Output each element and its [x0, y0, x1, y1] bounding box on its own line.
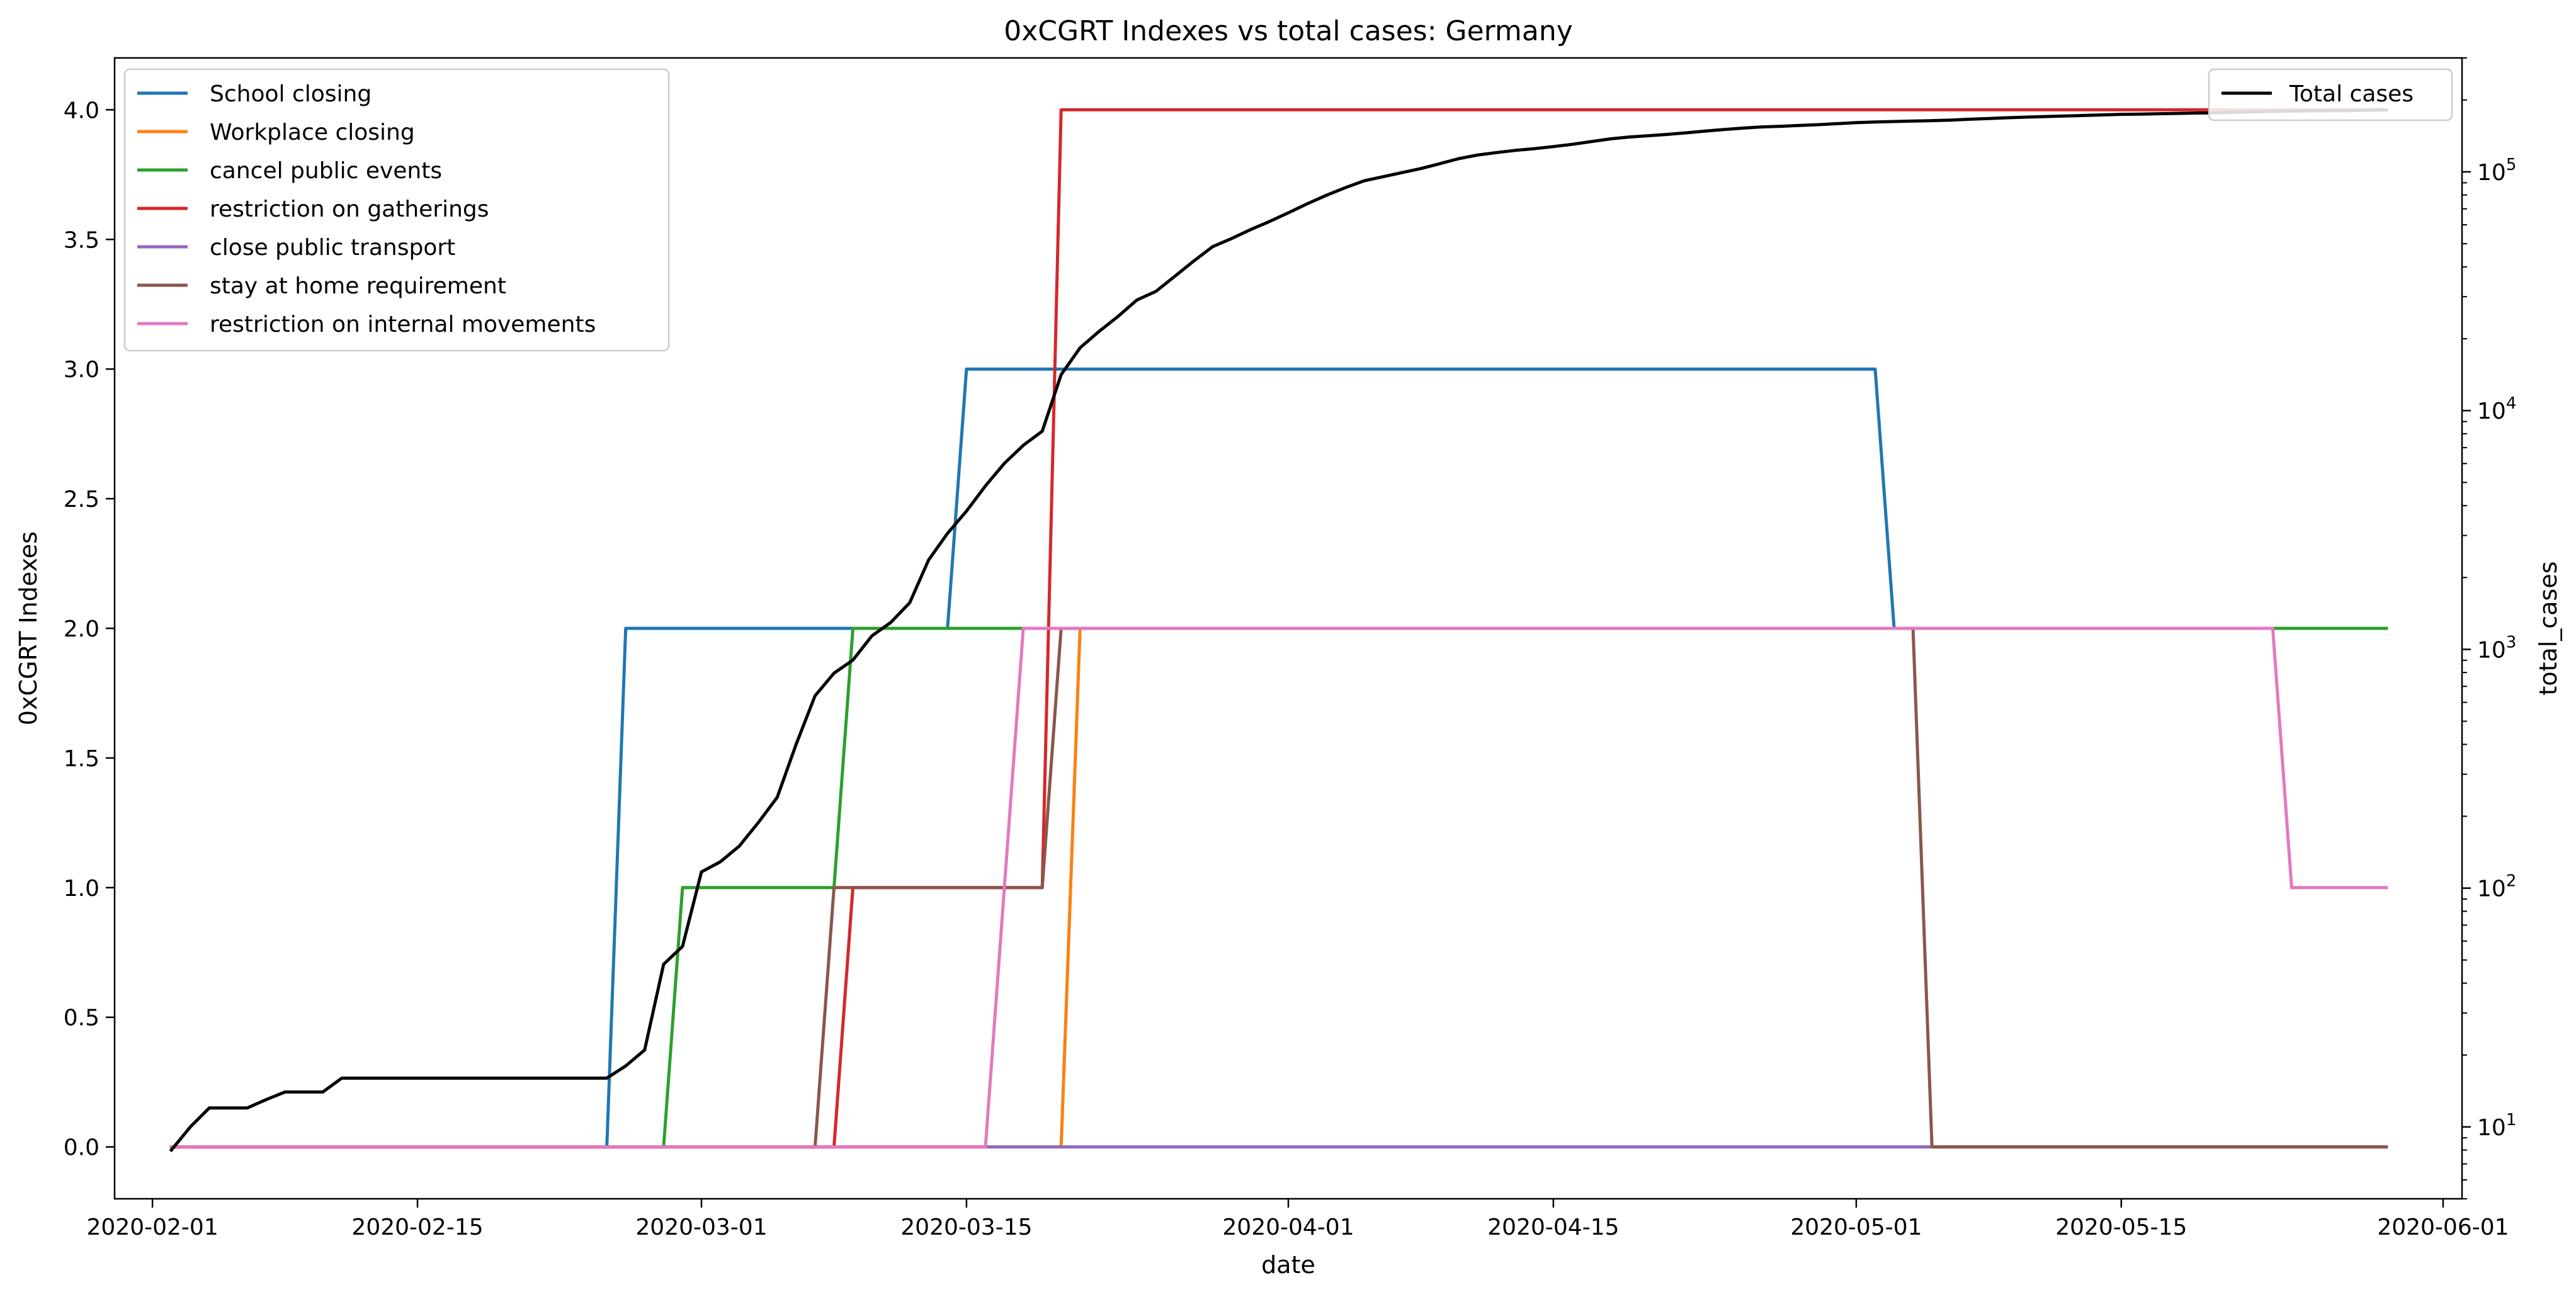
x-tick-label: 2020-06-01: [2377, 1215, 2509, 1240]
chart-title: 0xCGRT Indexes vs total cases: Germany: [1004, 15, 1573, 47]
legend-label: stay at home requirement: [210, 273, 506, 299]
legend-label: restriction on internal movements: [210, 312, 596, 337]
legend-box: [123, 68, 670, 352]
y2-tick-label: 104: [2477, 394, 2516, 424]
y-tick-label: 2.0: [64, 616, 99, 642]
y2-tick-label: 105: [2477, 156, 2516, 186]
series-line-stay-at-home-requirement: [169, 626, 2388, 1149]
legend-label: Total cases: [2289, 81, 2414, 107]
y2-tick-label: 102: [2477, 872, 2516, 902]
x-tick-label: 2020-02-01: [87, 1215, 218, 1240]
series-line-total-cases: [169, 108, 2388, 1153]
x-tick-label: 2020-04-15: [1487, 1215, 1619, 1240]
legend-label: School closing: [210, 81, 372, 107]
y-axis-label: 0xCGRT Indexes: [14, 531, 42, 725]
x-tick-label: 2020-05-01: [1790, 1215, 1922, 1240]
legend-label: restriction on gatherings: [210, 196, 489, 222]
y-tick-label: 3.0: [64, 357, 99, 383]
y-tick-label: 0.0: [64, 1135, 99, 1161]
x-axis: 2020-02-01 2020-02-15 2020-03-01 2020-03-15…: [87, 1199, 2509, 1240]
legend-label: close public transport: [210, 235, 455, 261]
legend-label: cancel public events: [210, 158, 442, 184]
legend-left: School closing Workplace closing cancel pu…: [123, 68, 670, 352]
legend-right: Total cases: [2208, 68, 2453, 122]
y-tick-label: 3.5: [64, 227, 99, 253]
x-tick-label: 2020-03-15: [900, 1215, 1032, 1240]
y2-tick-label: 103: [2477, 633, 2516, 663]
y-tick-label: 1.5: [64, 746, 99, 772]
x-tick-label: 2020-02-15: [351, 1215, 483, 1240]
series-line-school-closing: [169, 367, 2388, 1149]
legend-box: [2208, 68, 2453, 122]
x-tick-label: 2020-04-01: [1222, 1215, 1354, 1240]
x-tick-label: 2020-03-01: [635, 1215, 767, 1240]
y-axis-right: 101 102 103 104 105: [2462, 57, 2516, 1199]
y-tick-label: 1.0: [64, 876, 99, 902]
series-line-restriction-on-internal-movements: [169, 626, 2388, 1149]
x-axis-label: date: [1261, 1251, 1315, 1279]
series-layer: [169, 108, 2388, 1153]
y-axis-left: 0.0 0.5 1.0 1.5 2.0 2.5 3.0 3.5 4.0: [64, 98, 115, 1161]
x-tick-label: 2020-05-15: [2055, 1215, 2187, 1240]
y2-tick-label: 101: [2477, 1111, 2516, 1141]
y-tick-label: 4.0: [64, 98, 99, 123]
y2-axis-label: total_cases: [2534, 561, 2562, 695]
legend-label: Workplace closing: [210, 120, 415, 145]
y-tick-label: 0.5: [64, 1005, 99, 1031]
y-tick-label: 2.5: [64, 487, 99, 513]
